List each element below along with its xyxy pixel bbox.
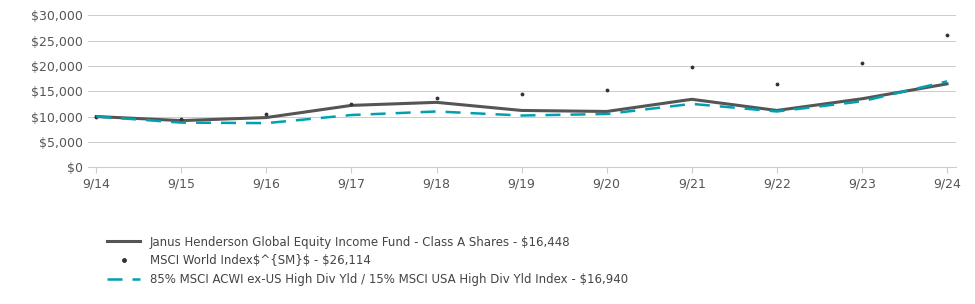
85% MSCI ACWI ex-US High Div Yld / 15% MSCI USA High Div Yld Index - $16,940: [431, 110, 443, 113]
Janus Henderson Global Equity Income Fund - Class A Shares - $16,448: [260, 116, 272, 119]
85% MSCI ACWI ex-US High Div Yld / 15% MSCI USA High Div Yld Index - $16,940: [771, 110, 783, 113]
85% MSCI ACWI ex-US High Div Yld / 15% MSCI USA High Div Yld Index - $16,940: [345, 113, 357, 117]
Line: Janus Henderson Global Equity Income Fund - Class A Shares - $16,448: Janus Henderson Global Equity Income Fun…: [97, 84, 947, 121]
MSCI World Index - $26,114: [686, 65, 698, 69]
MSCI World Index - $26,114: [91, 115, 102, 118]
MSCI World Index - $26,114: [941, 33, 953, 37]
85% MSCI ACWI ex-US High Div Yld / 15% MSCI USA High Div Yld Index - $16,940: [856, 99, 868, 103]
Janus Henderson Global Equity Income Fund - Class A Shares - $16,448: [431, 101, 443, 104]
Janus Henderson Global Equity Income Fund - Class A Shares - $16,448: [91, 115, 102, 118]
MSCI World Index - $26,114: [771, 82, 783, 85]
MSCI World Index - $26,114: [601, 88, 612, 92]
Legend: Janus Henderson Global Equity Income Fund - Class A Shares - $16,448, MSCI World: Janus Henderson Global Equity Income Fun…: [102, 231, 633, 291]
MSCI World Index - $26,114: [345, 102, 357, 106]
85% MSCI ACWI ex-US High Div Yld / 15% MSCI USA High Div Yld Index - $16,940: [601, 112, 612, 116]
Line: MSCI World Index - $26,114: MSCI World Index - $26,114: [94, 33, 950, 121]
Janus Henderson Global Equity Income Fund - Class A Shares - $16,448: [516, 109, 527, 112]
85% MSCI ACWI ex-US High Div Yld / 15% MSCI USA High Div Yld Index - $16,940: [941, 80, 953, 83]
85% MSCI ACWI ex-US High Div Yld / 15% MSCI USA High Div Yld Index - $16,940: [91, 115, 102, 118]
85% MSCI ACWI ex-US High Div Yld / 15% MSCI USA High Div Yld Index - $16,940: [176, 121, 187, 124]
85% MSCI ACWI ex-US High Div Yld / 15% MSCI USA High Div Yld Index - $16,940: [516, 114, 527, 117]
85% MSCI ACWI ex-US High Div Yld / 15% MSCI USA High Div Yld Index - $16,940: [686, 102, 698, 106]
Janus Henderson Global Equity Income Fund - Class A Shares - $16,448: [941, 82, 953, 86]
MSCI World Index - $26,114: [431, 96, 443, 100]
Janus Henderson Global Equity Income Fund - Class A Shares - $16,448: [856, 97, 868, 101]
Janus Henderson Global Equity Income Fund - Class A Shares - $16,448: [601, 110, 612, 113]
MSCI World Index - $26,114: [260, 112, 272, 116]
MSCI World Index - $26,114: [856, 61, 868, 65]
Janus Henderson Global Equity Income Fund - Class A Shares - $16,448: [771, 109, 783, 112]
Janus Henderson Global Equity Income Fund - Class A Shares - $16,448: [345, 104, 357, 107]
Janus Henderson Global Equity Income Fund - Class A Shares - $16,448: [686, 98, 698, 101]
MSCI World Index - $26,114: [516, 92, 527, 95]
Line: 85% MSCI ACWI ex-US High Div Yld / 15% MSCI USA High Div Yld Index - $16,940: 85% MSCI ACWI ex-US High Div Yld / 15% M…: [97, 81, 947, 123]
85% MSCI ACWI ex-US High Div Yld / 15% MSCI USA High Div Yld Index - $16,940: [260, 121, 272, 125]
Janus Henderson Global Equity Income Fund - Class A Shares - $16,448: [176, 119, 187, 123]
MSCI World Index - $26,114: [176, 117, 187, 120]
